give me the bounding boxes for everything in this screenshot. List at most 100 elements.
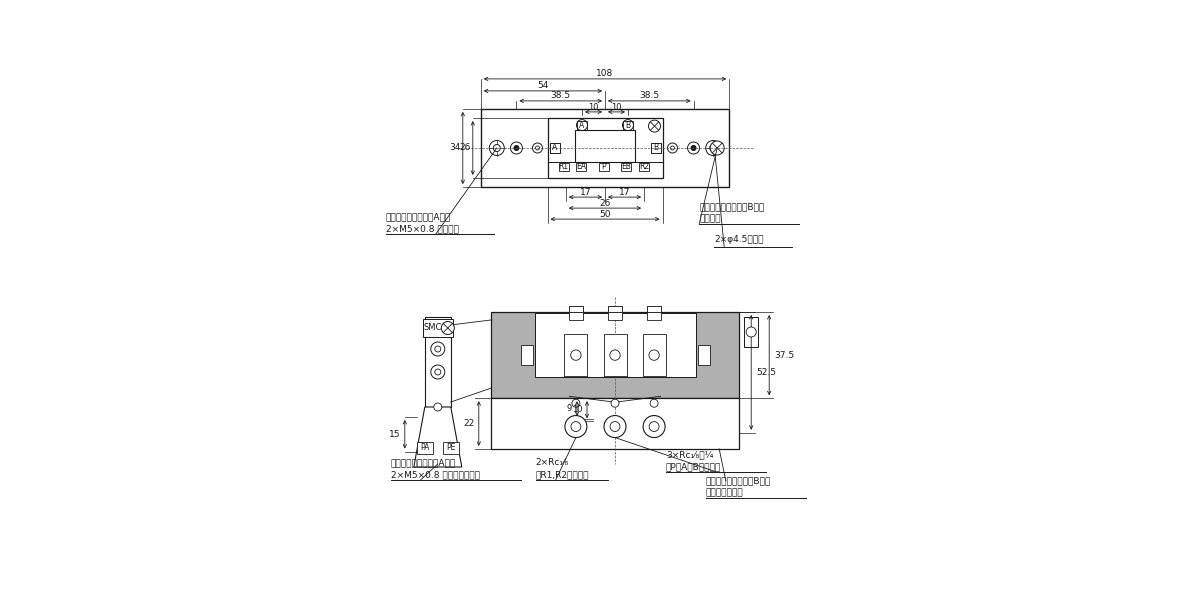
Circle shape	[576, 119, 587, 131]
Text: ボディ側: ボディ側	[700, 215, 721, 224]
Text: 10: 10	[571, 405, 582, 414]
Circle shape	[489, 140, 504, 155]
Text: パイロットポート（B側）: パイロットポート（B側）	[700, 203, 764, 212]
Bar	[642, 334, 666, 376]
Circle shape	[643, 416, 665, 437]
Bar	[621, 163, 630, 171]
Bar	[744, 317, 758, 347]
Bar	[647, 306, 661, 312]
Bar	[647, 306, 661, 314]
Text: 26: 26	[459, 143, 471, 152]
Text: B: B	[653, 143, 658, 152]
Bar	[534, 313, 696, 377]
Text: PA: PA	[420, 443, 430, 452]
Text: R2: R2	[639, 162, 649, 171]
Bar	[558, 163, 569, 171]
Bar	[639, 163, 649, 171]
Bar	[623, 121, 633, 130]
Bar	[425, 317, 450, 407]
Text: パイロットポート（B側）: パイロットポート（B側）	[706, 476, 772, 485]
Bar	[575, 130, 635, 162]
Text: 15: 15	[389, 430, 400, 439]
Bar	[443, 442, 459, 454]
Bar	[609, 312, 622, 320]
Circle shape	[623, 119, 634, 131]
Circle shape	[691, 145, 696, 151]
Circle shape	[434, 403, 442, 411]
Circle shape	[441, 322, 454, 335]
Text: 2×Rc₁⁄₈: 2×Rc₁⁄₈	[536, 458, 569, 467]
Circle shape	[604, 416, 627, 437]
Text: 50: 50	[599, 209, 611, 218]
Text: （R1,R2ポート）: （R1,R2ポート）	[536, 470, 589, 479]
Text: 108: 108	[597, 70, 613, 79]
Bar	[697, 345, 709, 365]
Text: A: A	[552, 143, 557, 152]
Circle shape	[571, 399, 580, 407]
Bar	[577, 121, 587, 130]
Bar	[604, 334, 627, 376]
Text: サブプレート側: サブプレート側	[706, 488, 744, 497]
Polygon shape	[413, 407, 461, 467]
Circle shape	[532, 143, 543, 153]
Text: EB: EB	[621, 162, 630, 171]
Circle shape	[565, 416, 587, 437]
Text: A: A	[580, 121, 585, 130]
Bar	[491, 312, 739, 398]
Bar	[569, 306, 582, 314]
Circle shape	[431, 365, 444, 379]
Circle shape	[514, 145, 519, 151]
Circle shape	[671, 146, 674, 150]
Bar	[569, 306, 582, 312]
Text: R1: R1	[558, 162, 569, 171]
Circle shape	[536, 146, 539, 150]
Bar	[417, 442, 432, 454]
Bar	[564, 334, 587, 376]
Text: 22: 22	[464, 419, 474, 428]
Text: 37.5: 37.5	[774, 350, 794, 359]
Bar	[547, 118, 662, 178]
Text: 17: 17	[580, 188, 591, 197]
Circle shape	[610, 350, 621, 360]
Bar	[547, 162, 662, 178]
Circle shape	[688, 142, 700, 154]
Text: 2×φ4.5取付穴: 2×φ4.5取付穴	[714, 235, 763, 244]
Circle shape	[706, 140, 721, 155]
Text: 54: 54	[537, 82, 549, 91]
Bar	[647, 312, 661, 320]
Bar	[651, 143, 660, 153]
Bar	[480, 109, 730, 187]
Text: 52.5: 52.5	[756, 368, 776, 377]
Text: EA: EA	[576, 162, 586, 171]
Text: P: P	[601, 162, 606, 171]
Text: 38.5: 38.5	[640, 91, 659, 100]
Bar	[520, 345, 532, 365]
Text: 10: 10	[611, 103, 622, 112]
Circle shape	[648, 120, 660, 132]
Circle shape	[611, 399, 619, 407]
Text: 17: 17	[619, 188, 630, 197]
Text: 9: 9	[567, 404, 571, 413]
Bar	[576, 163, 586, 171]
Bar	[609, 306, 622, 312]
Circle shape	[431, 342, 444, 356]
Bar	[569, 312, 582, 320]
Text: パイロットポート（A側）: パイロットポート（A側）	[386, 212, 452, 221]
Text: SMC: SMC	[424, 323, 442, 332]
Text: B: B	[625, 121, 630, 130]
Text: 26: 26	[599, 199, 611, 208]
Circle shape	[649, 350, 659, 360]
Circle shape	[651, 399, 658, 407]
Text: PE: PE	[446, 443, 455, 452]
Bar	[599, 163, 609, 171]
Bar	[609, 306, 622, 314]
Bar	[423, 319, 453, 337]
Bar	[491, 398, 739, 449]
Circle shape	[746, 327, 756, 337]
Circle shape	[570, 350, 581, 360]
Bar	[550, 143, 559, 153]
Text: 2×M5×0.8 サブプレート側: 2×M5×0.8 サブプレート側	[391, 470, 480, 479]
Circle shape	[571, 422, 581, 431]
Text: 38.5: 38.5	[551, 91, 570, 100]
Circle shape	[649, 422, 659, 431]
